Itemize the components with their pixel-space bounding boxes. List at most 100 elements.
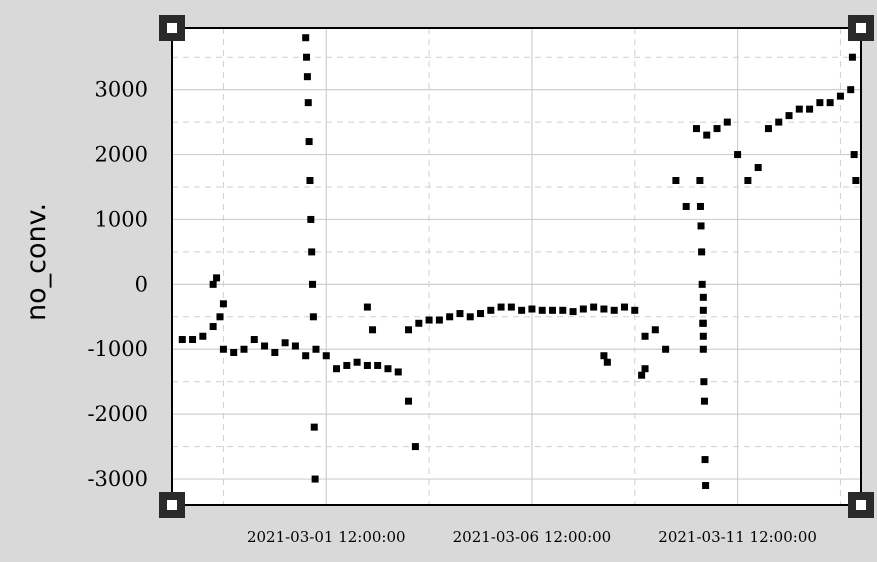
data-point <box>620 303 628 311</box>
data-point <box>363 361 371 369</box>
data-point <box>310 423 318 431</box>
y-tick-label: -3000 <box>87 467 148 491</box>
data-point <box>466 313 474 321</box>
data-point <box>353 358 361 366</box>
data-point <box>600 352 608 360</box>
data-point <box>795 105 803 113</box>
data-point <box>698 248 706 256</box>
data-point <box>699 293 707 301</box>
data-point <box>641 365 649 373</box>
data-point <box>394 368 402 376</box>
data-point <box>696 177 704 185</box>
resize-handle-center <box>856 23 866 33</box>
data-point <box>302 34 310 42</box>
data-point <box>754 164 762 172</box>
y-tick-label: -1000 <box>87 337 148 361</box>
data-point <box>312 345 320 353</box>
data-point <box>518 306 526 314</box>
data-point <box>699 345 707 353</box>
data-point <box>384 365 392 373</box>
data-point <box>651 326 659 334</box>
data-point <box>250 336 258 344</box>
data-point <box>199 332 207 340</box>
data-point <box>528 305 536 313</box>
y-tick-label: 3000 <box>95 78 148 102</box>
data-point <box>307 215 315 223</box>
y-tick-label: -2000 <box>87 402 148 426</box>
data-point <box>764 125 772 133</box>
data-point <box>696 202 704 210</box>
data-point <box>672 177 680 185</box>
data-point <box>487 306 495 314</box>
data-point <box>700 397 708 405</box>
data-point <box>692 125 700 133</box>
plot-area <box>172 28 861 505</box>
data-point <box>497 303 505 311</box>
data-point <box>405 326 413 334</box>
data-point <box>435 316 443 324</box>
data-point <box>816 99 824 107</box>
data-point <box>703 131 711 139</box>
data-point <box>477 310 485 318</box>
y-axis-label: no_conv. <box>21 203 52 321</box>
y-tick-labels: -3000 -2000 -1000 0 1000 2000 3000 <box>87 78 148 491</box>
y-tick-label: 2000 <box>95 143 148 167</box>
data-point <box>446 313 454 321</box>
data-point <box>723 118 731 126</box>
data-point <box>641 332 649 340</box>
data-point <box>311 475 319 483</box>
data-point <box>306 177 314 185</box>
data-point <box>713 125 721 133</box>
data-point <box>538 306 546 314</box>
data-point <box>281 339 289 347</box>
data-point <box>631 306 639 314</box>
data-point <box>744 177 752 185</box>
data-point <box>850 151 858 159</box>
data-point <box>638 371 646 379</box>
data-point <box>456 310 464 318</box>
resize-handle-center <box>167 23 177 33</box>
data-point <box>302 352 310 360</box>
data-point <box>230 348 238 356</box>
data-point <box>213 274 221 282</box>
data-point <box>216 313 224 321</box>
data-point <box>415 319 423 327</box>
data-point <box>699 306 707 314</box>
data-point <box>309 280 317 288</box>
data-point <box>322 352 330 360</box>
data-point <box>303 53 311 61</box>
data-point <box>333 365 341 373</box>
data-point <box>701 456 709 464</box>
plot-border <box>171 27 862 506</box>
data-point <box>261 342 269 350</box>
data-point <box>219 300 227 308</box>
data-point <box>305 138 313 146</box>
selection-handles <box>159 15 874 518</box>
data-point <box>579 305 587 313</box>
grid <box>172 28 861 505</box>
data-point <box>662 345 670 353</box>
data-point <box>600 305 608 313</box>
data-point <box>590 303 598 311</box>
data-point <box>411 443 419 451</box>
data-points <box>178 34 860 490</box>
data-point <box>699 319 707 327</box>
data-point <box>363 303 371 311</box>
data-point <box>219 345 227 353</box>
data-point <box>682 202 690 210</box>
data-point <box>178 336 186 344</box>
data-point <box>425 316 433 324</box>
data-point <box>785 112 793 120</box>
data-point <box>304 99 312 107</box>
data-point <box>700 378 708 386</box>
data-point <box>369 326 377 334</box>
data-point <box>847 86 855 94</box>
data-point <box>309 313 317 321</box>
data-point <box>610 306 618 314</box>
data-point <box>271 348 279 356</box>
data-point <box>303 73 311 81</box>
x-tick-labels: 2021-03-01 12:00:00 2021-03-06 12:00:00 20… <box>247 528 817 546</box>
data-point <box>209 323 217 331</box>
data-point <box>374 361 382 369</box>
